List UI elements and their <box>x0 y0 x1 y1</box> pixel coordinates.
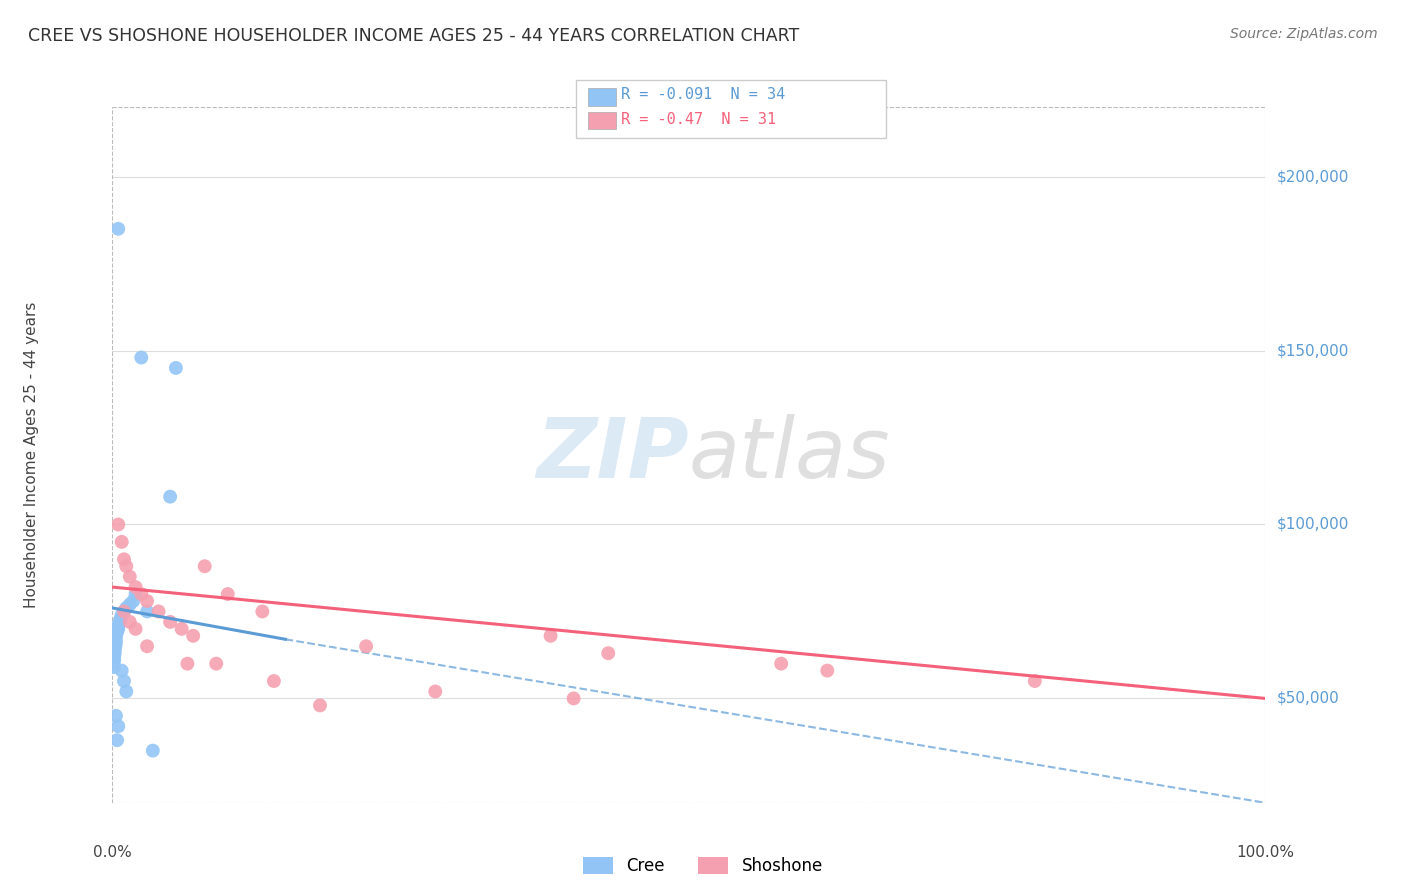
Point <box>122 594 145 608</box>
Point <box>159 615 181 629</box>
Point <box>136 594 159 608</box>
Point <box>263 674 285 689</box>
Point <box>148 605 170 619</box>
Point <box>598 646 620 660</box>
Point <box>170 622 193 636</box>
Point <box>165 360 187 375</box>
Text: $150,000: $150,000 <box>1277 343 1348 358</box>
Point <box>540 629 562 643</box>
Point <box>108 615 131 629</box>
Point <box>103 660 125 674</box>
Text: $200,000: $200,000 <box>1277 169 1348 184</box>
Text: 0.0%: 0.0% <box>93 845 132 860</box>
Text: Source: ZipAtlas.com: Source: ZipAtlas.com <box>1230 27 1378 41</box>
Point <box>129 587 153 601</box>
Point <box>129 351 153 365</box>
Point <box>118 570 141 584</box>
Point <box>194 559 217 574</box>
Text: R = -0.091  N = 34: R = -0.091 N = 34 <box>621 87 786 103</box>
Point <box>136 639 159 653</box>
Point <box>105 622 128 636</box>
Point <box>124 587 146 601</box>
Text: R = -0.47  N = 31: R = -0.47 N = 31 <box>621 112 776 127</box>
Point <box>124 580 146 594</box>
Point <box>815 664 838 678</box>
Point <box>110 611 132 625</box>
Point <box>115 601 138 615</box>
Point <box>104 639 127 653</box>
Point <box>107 221 129 235</box>
Point <box>105 625 128 640</box>
Point <box>770 657 793 671</box>
Point <box>103 657 125 671</box>
Point <box>115 684 138 698</box>
Point <box>124 622 146 636</box>
Legend: Cree, Shoshone: Cree, Shoshone <box>583 856 823 875</box>
Point <box>118 615 141 629</box>
Point <box>104 646 127 660</box>
Point <box>104 636 127 650</box>
Point <box>309 698 332 713</box>
Point <box>112 605 135 619</box>
Text: $50,000: $50,000 <box>1277 691 1340 706</box>
Point <box>112 605 135 619</box>
Point <box>181 629 204 643</box>
Point <box>107 719 129 733</box>
Point <box>205 657 228 671</box>
Point <box>176 657 198 671</box>
Point <box>111 534 134 549</box>
Text: 100.0%: 100.0% <box>1236 845 1295 860</box>
Point <box>111 664 134 678</box>
Point <box>103 649 125 664</box>
Point <box>107 517 129 532</box>
Point <box>136 605 159 619</box>
Point <box>118 598 141 612</box>
Point <box>112 552 135 566</box>
Point <box>104 629 127 643</box>
Point <box>103 653 125 667</box>
Point <box>562 691 585 706</box>
Point <box>354 639 377 653</box>
Text: $100,000: $100,000 <box>1277 517 1348 532</box>
Text: atlas: atlas <box>689 415 890 495</box>
Point <box>111 607 134 622</box>
Text: CREE VS SHOSHONE HOUSEHOLDER INCOME AGES 25 - 44 YEARS CORRELATION CHART: CREE VS SHOSHONE HOUSEHOLDER INCOME AGES… <box>28 27 800 45</box>
Point <box>1024 674 1046 689</box>
Point <box>107 622 129 636</box>
Text: Householder Income Ages 25 - 44 years: Householder Income Ages 25 - 44 years <box>24 301 39 608</box>
Text: ZIP: ZIP <box>536 415 689 495</box>
Point <box>217 587 239 601</box>
Point <box>104 708 127 723</box>
Point <box>425 684 447 698</box>
Point <box>104 632 127 647</box>
Point <box>115 559 138 574</box>
Point <box>104 642 127 657</box>
Point <box>105 733 128 747</box>
Point <box>142 744 165 758</box>
Point <box>112 674 135 689</box>
Point <box>252 605 274 619</box>
Point <box>159 490 181 504</box>
Point <box>107 618 129 632</box>
